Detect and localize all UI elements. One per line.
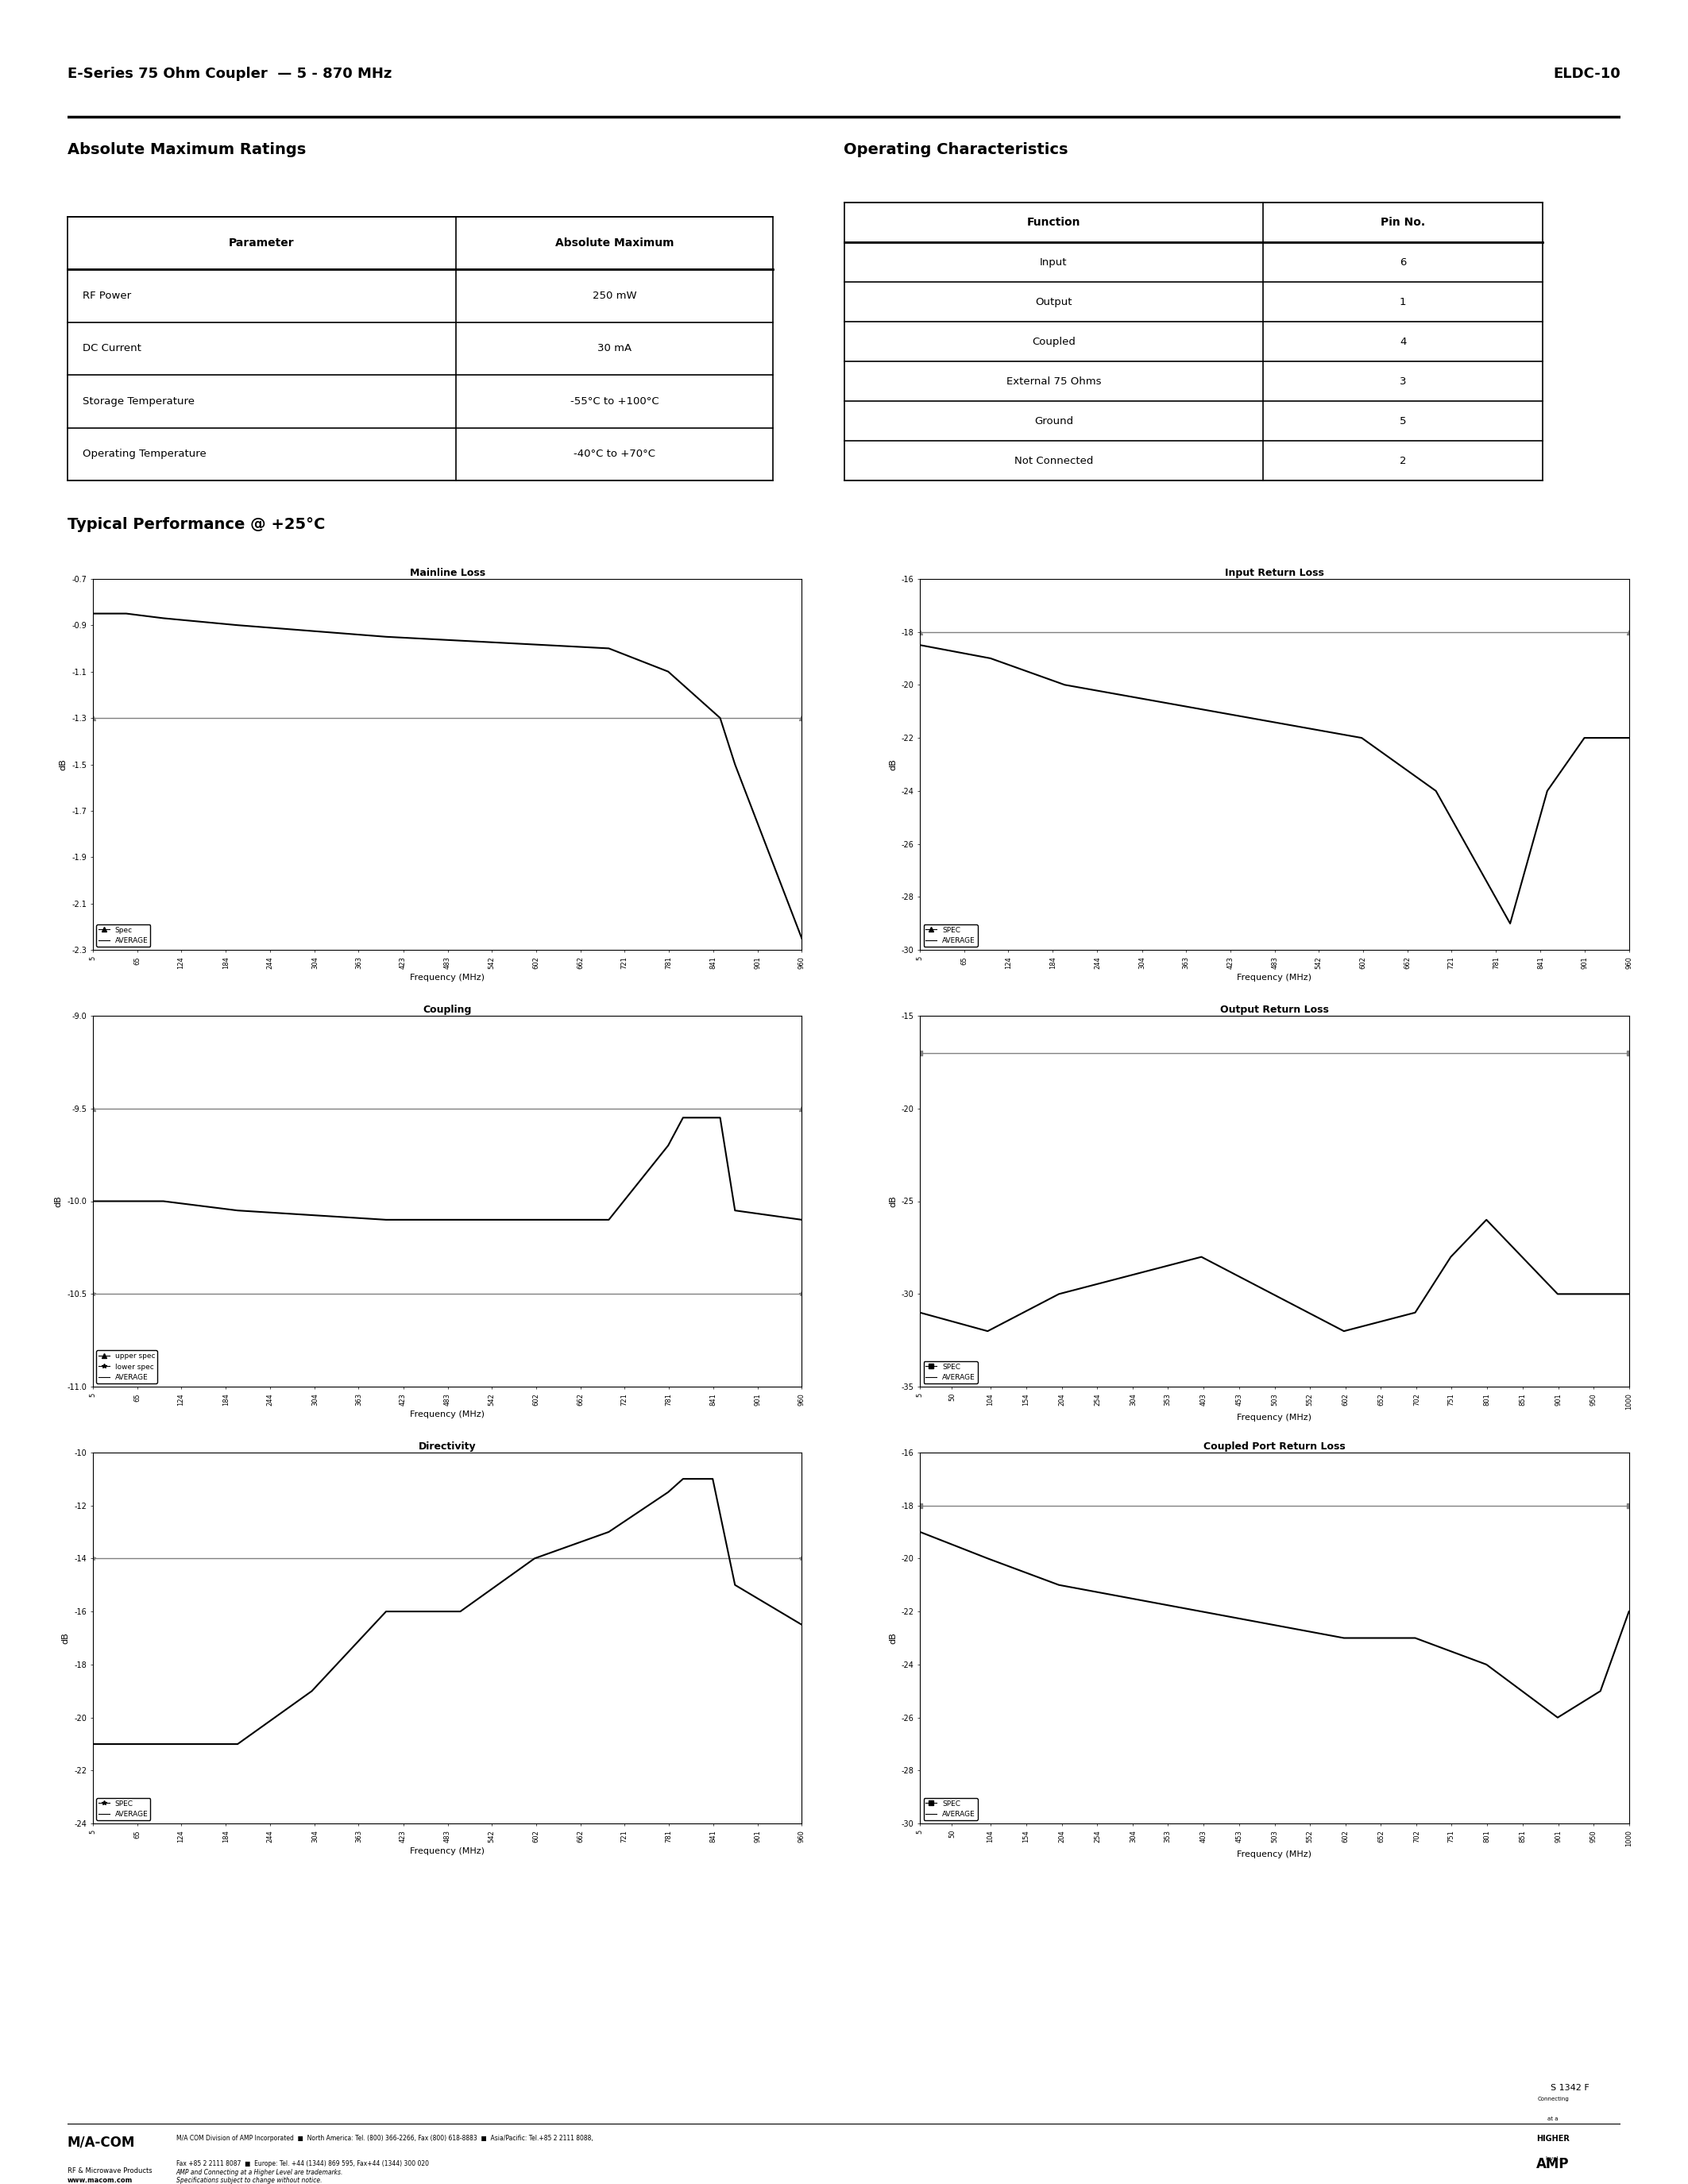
Text: M/A-COM: M/A-COM — [68, 2136, 135, 2149]
Text: ELDC-10: ELDC-10 — [1553, 68, 1620, 81]
Y-axis label: dB: dB — [54, 1195, 62, 1208]
X-axis label: Frequency (MHz): Frequency (MHz) — [410, 1848, 484, 1854]
Text: Connecting: Connecting — [1538, 2097, 1568, 2101]
Text: at a: at a — [1548, 2116, 1558, 2121]
Text: Operating Characteristics: Operating Characteristics — [844, 142, 1069, 157]
Text: www.macom.com: www.macom.com — [68, 2177, 133, 2184]
Y-axis label: dB: dB — [62, 1631, 69, 1645]
X-axis label: Frequency (MHz): Frequency (MHz) — [1237, 1850, 1312, 1859]
Text: External 75 Ohms: External 75 Ohms — [1006, 376, 1101, 387]
Title: Output Return Loss: Output Return Loss — [1220, 1005, 1328, 1016]
Title: Input Return Loss: Input Return Loss — [1225, 568, 1323, 579]
Text: Coupled: Coupled — [1031, 336, 1075, 347]
Text: Parameter: Parameter — [230, 238, 294, 249]
Y-axis label: dB: dB — [890, 1631, 896, 1645]
Text: AMP and Connecting at a Higher Level are trademarks.
Specifications subject to c: AMP and Connecting at a Higher Level are… — [176, 2169, 343, 2184]
Text: AMP: AMP — [1536, 2158, 1570, 2171]
Text: Absolute Maximum Ratings: Absolute Maximum Ratings — [68, 142, 306, 157]
Text: RF & Microwave Products: RF & Microwave Products — [68, 2167, 152, 2175]
Text: Ground: Ground — [1035, 415, 1074, 426]
FancyBboxPatch shape — [68, 216, 773, 480]
X-axis label: Frequency (MHz): Frequency (MHz) — [1237, 1413, 1312, 1422]
Legend: SPEC, AVERAGE: SPEC, AVERAGE — [96, 1797, 150, 1819]
Text: 5: 5 — [1399, 415, 1406, 426]
Text: Not Connected: Not Connected — [1014, 456, 1094, 465]
Title: Coupled Port Return Loss: Coupled Port Return Loss — [1204, 1441, 1345, 1452]
Legend: Spec, AVERAGE: Spec, AVERAGE — [96, 924, 150, 946]
Text: 4: 4 — [1399, 336, 1406, 347]
Text: -55°C to +100°C: -55°C to +100°C — [571, 395, 658, 406]
Legend: SPEC, AVERAGE: SPEC, AVERAGE — [923, 924, 977, 946]
Legend: SPEC, AVERAGE: SPEC, AVERAGE — [923, 1361, 977, 1382]
Text: 3: 3 — [1399, 376, 1406, 387]
Text: Storage Temperature: Storage Temperature — [83, 395, 194, 406]
Text: 6: 6 — [1399, 258, 1406, 266]
Text: HIGHER: HIGHER — [1536, 2134, 1570, 2143]
Text: Operating Temperature: Operating Temperature — [83, 450, 206, 459]
Text: Fax +85 2 2111 8087  ■  Europe: Tel. +44 (1344) 869 595, Fax+44 (1344) 300 020: Fax +85 2 2111 8087 ■ Europe: Tel. +44 (… — [176, 2160, 429, 2167]
Title: Directivity: Directivity — [419, 1441, 476, 1452]
FancyBboxPatch shape — [844, 203, 1543, 480]
Text: E-Series 75 Ohm Coupler  — 5 - 870 MHz: E-Series 75 Ohm Coupler — 5 - 870 MHz — [68, 68, 392, 81]
Text: Input: Input — [1040, 258, 1067, 266]
Text: Output: Output — [1035, 297, 1072, 308]
Text: Typical Performance @ +25°C: Typical Performance @ +25°C — [68, 518, 326, 531]
Text: 1: 1 — [1399, 297, 1406, 308]
Legend: SPEC, AVERAGE: SPEC, AVERAGE — [923, 1797, 977, 1819]
X-axis label: Frequency (MHz): Frequency (MHz) — [410, 1411, 484, 1417]
Text: -40°C to +70°C: -40°C to +70°C — [574, 450, 655, 459]
Text: Pin No.: Pin No. — [1381, 216, 1425, 229]
Text: Function: Function — [1026, 216, 1080, 229]
Text: DC Current: DC Current — [83, 343, 142, 354]
Text: 30 mA: 30 mA — [598, 343, 631, 354]
Text: 2: 2 — [1399, 456, 1406, 465]
Text: RF Power: RF Power — [83, 290, 132, 301]
Y-axis label: dB: dB — [890, 758, 896, 771]
Text: M/A COM Division of AMP Incorporated  ■  North America: Tel. (800) 366-2266, Fax: M/A COM Division of AMP Incorporated ■ N… — [176, 2136, 592, 2143]
X-axis label: Frequency (MHz): Frequency (MHz) — [410, 974, 484, 981]
X-axis label: Frequency (MHz): Frequency (MHz) — [1237, 974, 1312, 981]
Text: S 1342 F: S 1342 F — [1551, 2084, 1590, 2092]
Title: Coupling: Coupling — [424, 1005, 471, 1016]
Y-axis label: dB: dB — [59, 758, 68, 771]
Text: Absolute Maximum: Absolute Maximum — [555, 238, 674, 249]
Legend: upper spec, lower spec, AVERAGE: upper spec, lower spec, AVERAGE — [96, 1350, 157, 1382]
Title: Mainline Loss: Mainline Loss — [410, 568, 484, 579]
Text: level.: level. — [1546, 2156, 1560, 2160]
Text: 250 mW: 250 mW — [592, 290, 636, 301]
Y-axis label: dB: dB — [890, 1195, 896, 1208]
